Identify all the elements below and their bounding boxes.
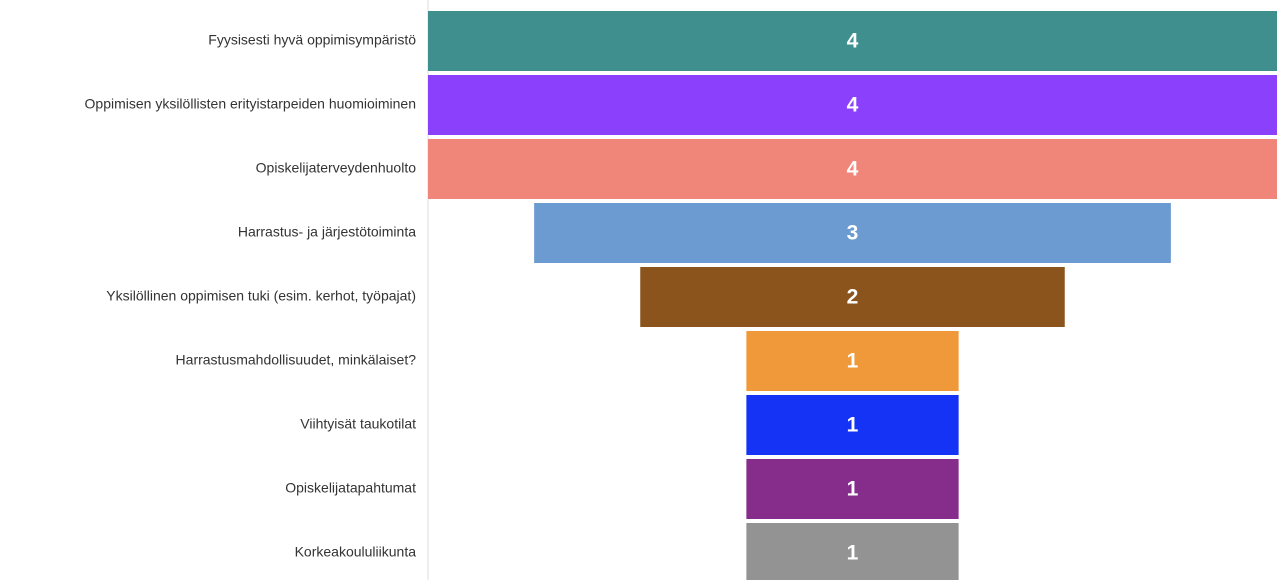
value-label: 1 <box>847 478 859 501</box>
funnel-bar <box>746 459 959 519</box>
category-label: Korkeakoululiikunta <box>295 544 417 560</box>
category-label: Fyysisesti hyvä oppimisympäristö <box>208 32 416 48</box>
funnel-bar <box>428 139 1277 199</box>
funnel-bar <box>746 331 959 391</box>
funnel-bar <box>746 395 959 455</box>
value-label: 1 <box>847 350 859 373</box>
value-label: 4 <box>847 30 859 53</box>
value-label: 4 <box>847 158 859 181</box>
value-label: 3 <box>847 222 859 245</box>
category-label: Oppimisen yksilöllisten erityistarpeiden… <box>85 96 416 112</box>
category-label: Harrastus- ja järjestötoiminta <box>238 224 416 240</box>
value-label: 1 <box>847 542 859 565</box>
category-label: Opiskelijatapahtumat <box>285 480 416 496</box>
value-label: 4 <box>847 94 859 117</box>
value-label: 1 <box>847 414 859 437</box>
category-label: Yksilöllinen oppimisen tuki (esim. kerho… <box>106 288 416 304</box>
funnel-bar <box>428 75 1277 135</box>
funnel-bar <box>640 267 1065 327</box>
value-label: 2 <box>847 286 859 309</box>
category-label: Harrastusmahdollisuudet, minkälaiset? <box>176 352 417 368</box>
funnel-bar <box>534 203 1171 263</box>
category-label: Viihtyisät taukotilat <box>300 416 416 432</box>
funnel-bar <box>746 523 959 580</box>
category-label: Opiskelijaterveydenhuolto <box>256 160 417 176</box>
funnel-bar <box>428 11 1277 71</box>
